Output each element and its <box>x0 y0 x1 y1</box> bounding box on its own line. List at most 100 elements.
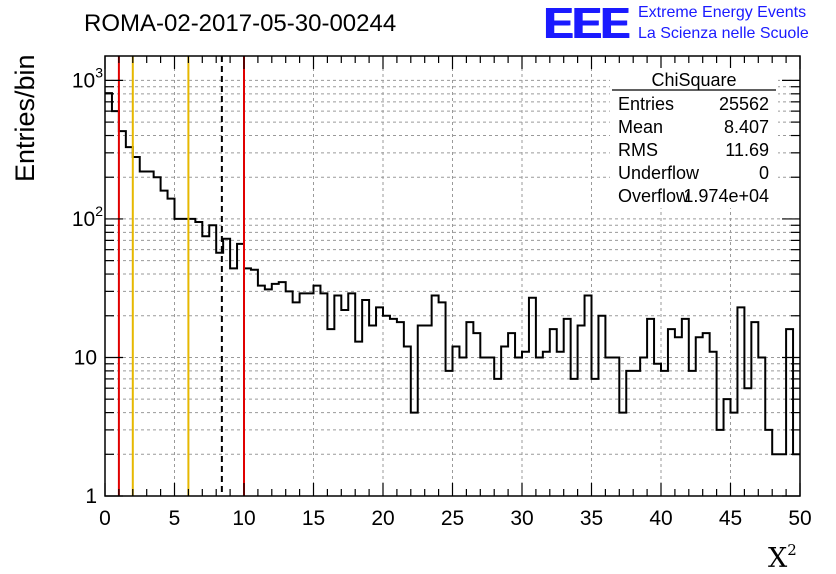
histogram-bin <box>119 131 126 496</box>
histogram-bin <box>654 364 661 496</box>
histogram-bin <box>272 284 279 496</box>
histogram-bin <box>258 286 265 496</box>
histogram-bin <box>404 346 411 496</box>
histogram-bin <box>543 352 550 496</box>
histogram-bin <box>397 322 404 496</box>
stats-row-value: 8.407 <box>724 117 769 137</box>
histogram-bin <box>710 352 717 496</box>
histogram-bin <box>508 333 515 496</box>
histogram-bin <box>598 316 605 496</box>
histogram-bin <box>168 199 175 496</box>
histogram-bin <box>619 413 626 496</box>
stats-box: ChiSquare Entries 25562 Mean 8.407 RMS 11.69 Un… <box>610 68 778 208</box>
histogram-bin <box>522 352 529 496</box>
histogram-bin <box>564 319 571 496</box>
histogram-bin <box>181 219 188 496</box>
histogram-bin <box>605 357 612 496</box>
histogram-bin <box>571 379 578 496</box>
x-tick-label: 25 <box>441 507 464 530</box>
histogram-layer <box>105 92 800 496</box>
histogram-bin <box>293 302 300 496</box>
histogram-bin <box>439 302 446 496</box>
x-tick-label: 20 <box>371 507 394 530</box>
histogram-bin <box>390 319 397 496</box>
grid-layer <box>104 56 801 497</box>
histogram-bin <box>300 293 307 496</box>
histogram-bin <box>529 298 536 496</box>
histogram-bin <box>640 357 647 496</box>
y-tick-label: 102 <box>72 203 103 231</box>
x-tick-label: 0 <box>99 507 111 530</box>
brand-line-1: Extreme Energy Events <box>638 4 807 21</box>
histogram-bin <box>369 326 376 496</box>
histogram-bin <box>661 371 668 496</box>
histogram-bin <box>737 307 744 496</box>
x-tick-label: 40 <box>649 507 672 530</box>
axis-ticks-layer: 0 5 10 15 20 25 30 35 40 45 50 1 10 102 103 <box>72 56 812 530</box>
histogram-bin <box>175 219 182 496</box>
histogram-bin <box>126 147 133 496</box>
histogram-bin <box>327 329 334 496</box>
histogram-bin <box>494 379 501 496</box>
histogram-bin <box>501 346 508 496</box>
histogram-bin <box>682 319 689 496</box>
y-tick-label: 10 <box>74 346 97 369</box>
histogram-bin <box>515 357 522 496</box>
reference-lines-layer <box>117 56 245 496</box>
histogram-bin <box>536 357 543 496</box>
y-tick-label: 103 <box>72 64 103 92</box>
histogram-bin <box>334 296 341 496</box>
histogram-bin <box>578 326 585 496</box>
histogram-bin <box>459 357 466 496</box>
histogram-bin <box>453 346 460 496</box>
histogram-bin <box>279 282 286 496</box>
histogram-bin <box>668 329 675 496</box>
histogram-bin <box>432 296 439 496</box>
histogram-bin <box>703 333 710 496</box>
histogram-bin <box>230 268 237 496</box>
histogram-bin <box>314 286 321 496</box>
y-axis-label: Entries/bin <box>10 54 40 182</box>
histogram-bin <box>772 454 779 496</box>
histogram-bin <box>487 357 494 496</box>
histogram-bin <box>133 157 140 496</box>
x-tick-label: 10 <box>232 507 255 530</box>
stats-row-label: Entries <box>618 94 674 114</box>
histogram-bin <box>147 171 154 496</box>
histogram-bin <box>717 430 724 496</box>
histogram-bin <box>411 413 418 496</box>
histogram-bin <box>585 296 592 496</box>
histogram-bin <box>779 454 786 496</box>
stats-row-value: 25562 <box>719 94 769 114</box>
histogram-bin <box>765 430 772 496</box>
histogram-bin <box>466 322 473 496</box>
histogram-bin <box>307 293 314 496</box>
histogram-bin <box>612 357 619 496</box>
stats-row-value: 11.69 <box>725 140 769 160</box>
stats-row-label: Overflow <box>618 186 690 206</box>
histogram-bin <box>355 342 362 496</box>
x-axis-label-base: X <box>768 543 788 574</box>
histogram-bin <box>758 357 765 496</box>
histogram-bin <box>244 268 251 496</box>
x-tick-label: 45 <box>719 507 742 530</box>
histogram-bin <box>348 293 355 496</box>
histogram-bin <box>480 357 487 496</box>
histogram-bin <box>744 388 751 496</box>
histogram-outline <box>105 92 800 456</box>
eee-logo: EEE <box>544 0 630 48</box>
histogram-bin <box>286 291 293 496</box>
histogram-bin <box>557 352 564 496</box>
histogram-bin <box>188 219 195 496</box>
histogram-bin <box>376 307 383 496</box>
stats-row-label: Underflow <box>618 163 700 183</box>
histogram-bin <box>731 413 738 496</box>
x-axis-label-exponent: 2 <box>787 541 797 559</box>
histogram-bin <box>550 329 557 496</box>
histogram-bin <box>793 454 800 496</box>
histogram-bin <box>383 316 390 496</box>
stats-row-value: 1.974e+04 <box>683 186 769 206</box>
histogram-bin <box>161 191 168 496</box>
brand-line-2: La Scienza nelle Scuole <box>638 25 809 42</box>
histogram-bin <box>425 326 432 496</box>
